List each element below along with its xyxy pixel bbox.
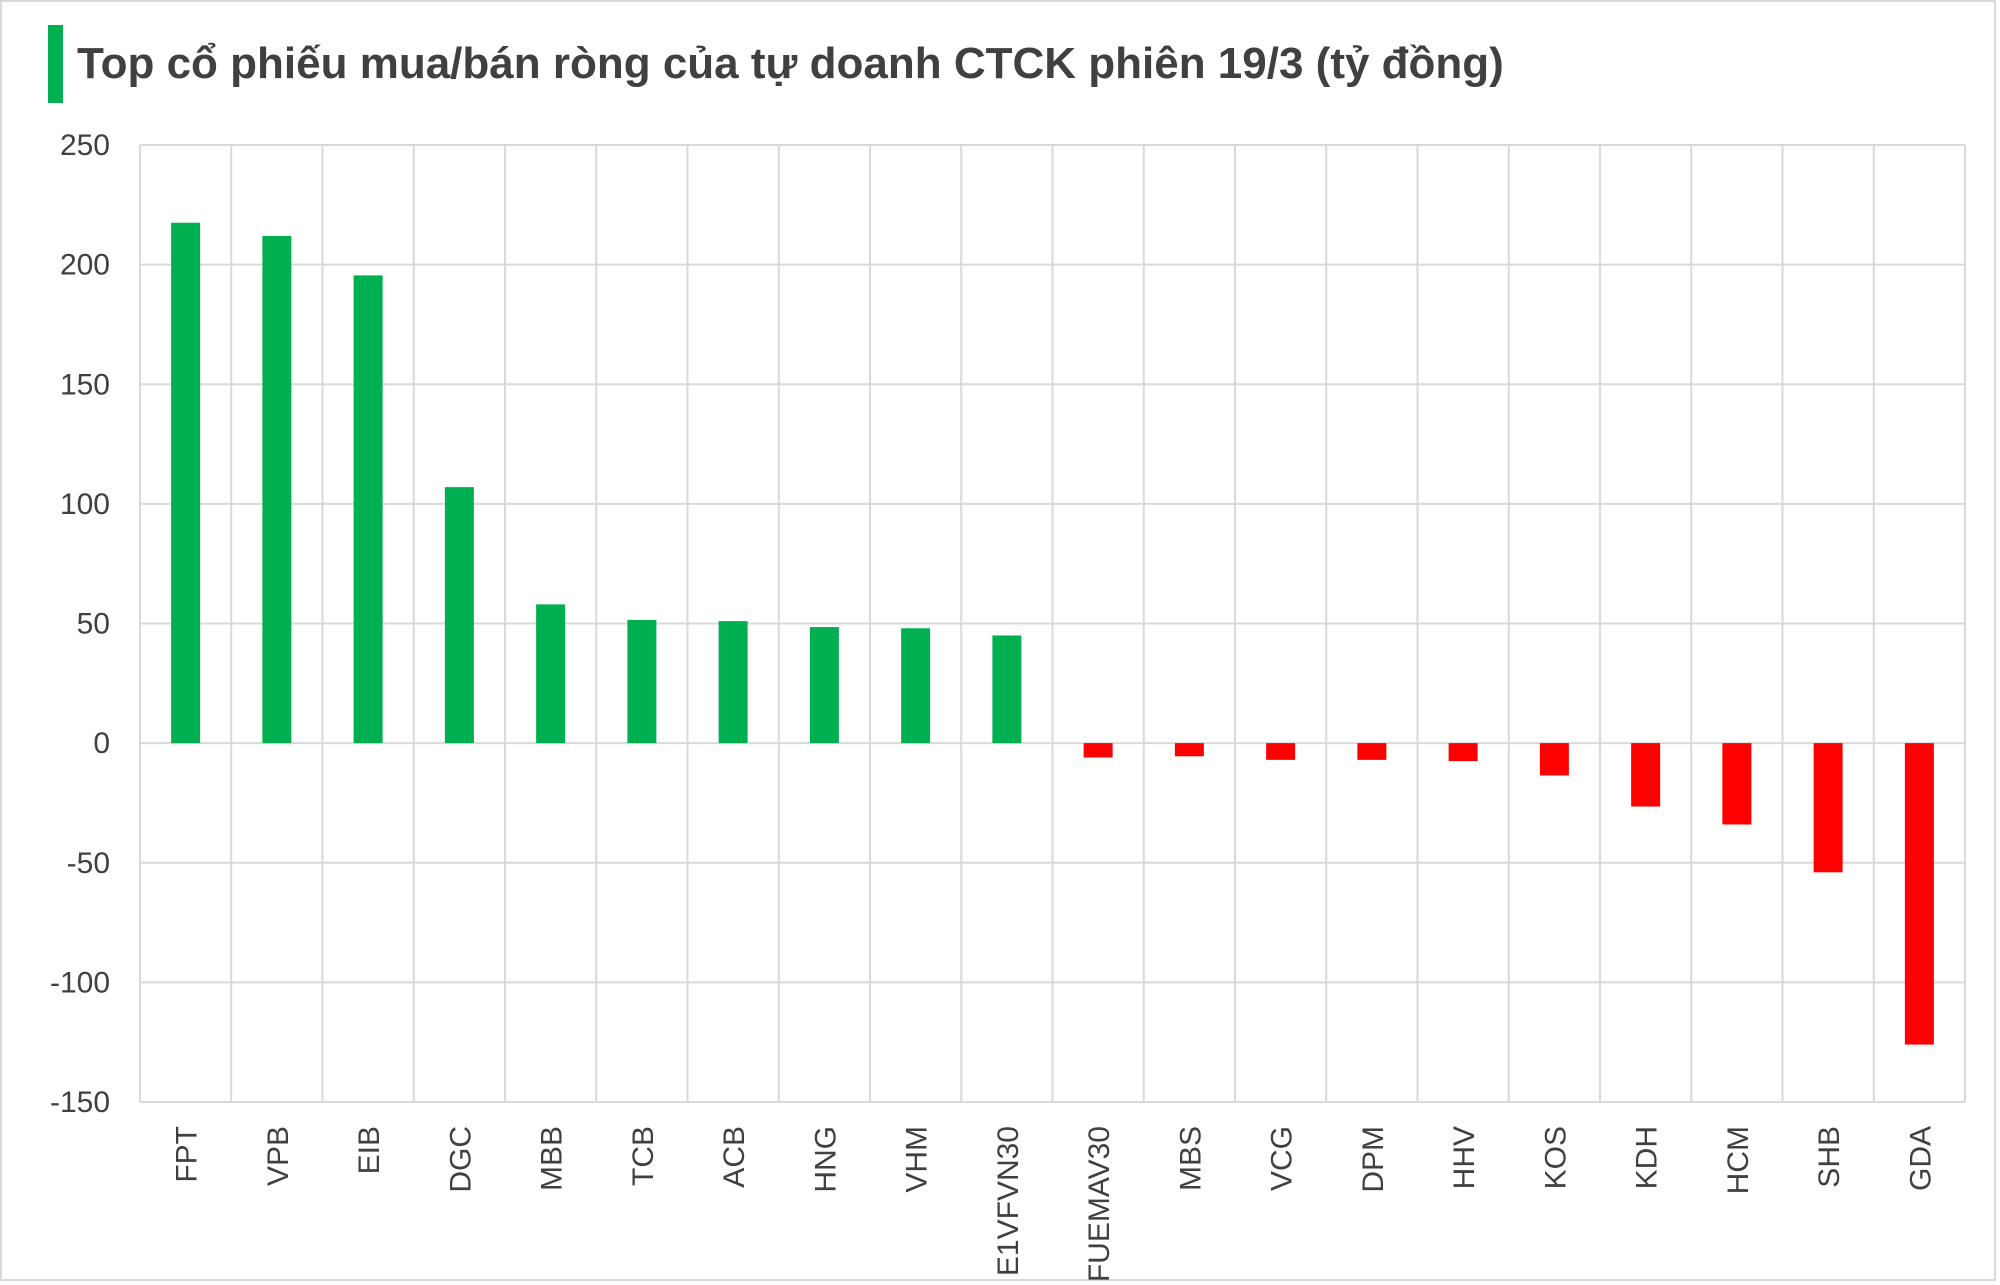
y-axis-labels: 250 200 150 100 50 0 -50 -100 -150 (50, 129, 110, 1119)
y-tick-label: -50 (67, 847, 110, 880)
x-tick-label: HNG (809, 1126, 842, 1193)
bar-vhm (901, 628, 931, 744)
bar-tcb (627, 619, 657, 744)
bar-vpb (262, 235, 292, 744)
bar-gda (1904, 743, 1934, 1045)
x-tick-label: EIB (353, 1126, 386, 1174)
x-tick-label: E1VFVN30 (992, 1126, 1025, 1276)
x-tick-label: GDA (1904, 1126, 1937, 1191)
x-tick-label: MBB (536, 1126, 569, 1191)
bar-dgc (444, 487, 474, 744)
grid-lines (139, 144, 1966, 1103)
chart-title: Top cổ phiếu mua/bán ròng của tự doanh C… (77, 39, 1504, 88)
y-tick-label: 150 (60, 368, 110, 401)
bar-dpm (1357, 743, 1387, 760)
x-tick-label: HHV (1448, 1126, 1481, 1189)
bar-mbb (536, 604, 566, 744)
x-axis-labels: FPT VPB EIB DGC MBB TCB ACB HNG VHM E1VFVN30 FUEMA… (171, 1126, 1938, 1282)
y-tick-label: -100 (50, 966, 110, 999)
x-tick-label: SHB (1813, 1126, 1846, 1188)
chart-header: Top cổ phiếu mua/bán ròng của tự doanh C… (48, 24, 1504, 104)
x-tick-label: DGC (444, 1126, 477, 1193)
bar-hhv (1448, 743, 1478, 762)
bar-e1vfvn30 (992, 635, 1022, 744)
x-tick-label: VCG (1266, 1126, 1299, 1191)
x-tick-label: ACB (718, 1126, 751, 1188)
bar-kdh (1631, 743, 1661, 807)
bar-mbs (1174, 743, 1204, 757)
y-tick-label: 200 (60, 249, 110, 282)
x-tick-label: HCM (1722, 1126, 1755, 1194)
x-tick-label: KDH (1631, 1126, 1664, 1189)
x-tick-label: DPM (1357, 1126, 1390, 1193)
x-tick-label: VHM (901, 1126, 934, 1193)
y-tick-label: -150 (50, 1086, 110, 1119)
bar-shb (1813, 743, 1843, 873)
y-tick-label: 50 (77, 608, 110, 641)
bar-fuemav30 (1083, 743, 1113, 758)
bar-eib (353, 275, 383, 744)
x-tick-label: FUEMAV30 (1083, 1126, 1116, 1282)
bar-fpt (171, 222, 201, 744)
x-tick-label: TCB (627, 1126, 660, 1186)
bar-hng (809, 627, 839, 744)
title-accent-bar (48, 25, 63, 103)
x-tick-label: MBS (1174, 1126, 1207, 1191)
x-tick-label: KOS (1539, 1126, 1572, 1189)
bar-acb (718, 621, 748, 744)
bar-hcm (1722, 743, 1752, 825)
bar-kos (1539, 743, 1569, 776)
x-tick-label: VPB (262, 1126, 295, 1186)
bars (171, 222, 1934, 1045)
y-tick-label: 0 (93, 727, 110, 760)
x-tick-label: FPT (171, 1126, 204, 1183)
y-tick-label: 250 (60, 129, 110, 162)
y-tick-label: 100 (60, 488, 110, 521)
bar-vcg (1266, 743, 1296, 760)
